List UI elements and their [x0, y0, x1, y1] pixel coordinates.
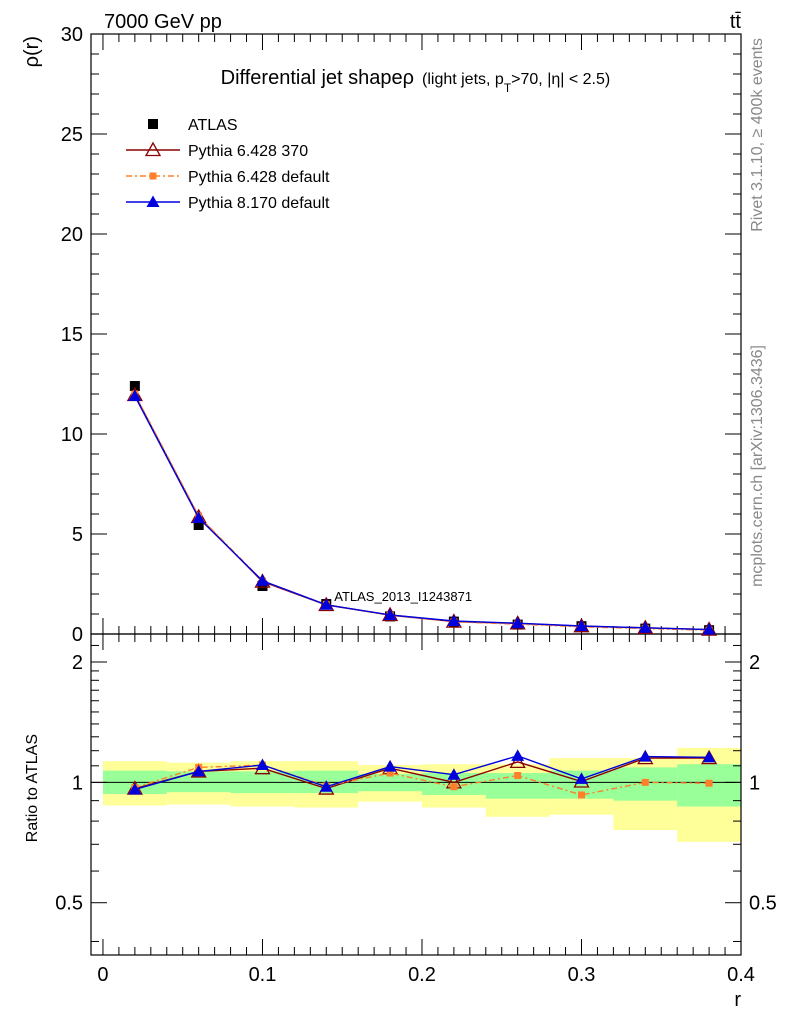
process-label: tt̄: [730, 11, 742, 33]
ratio-y-tick-label: 1: [72, 772, 83, 794]
ratio-y-tick-label-right: 1: [749, 772, 760, 794]
ratio-point-pythia-8-170-default: [128, 782, 142, 795]
x-tick-label: 0.1: [249, 964, 277, 986]
ratio-point-pythia-6-428-default: [514, 772, 522, 780]
title-detail-sub: T: [504, 81, 512, 95]
ratio-point-pythia-6-428-default: [641, 778, 649, 786]
legend-label-pythia-6-428-370: Pythia 6.428 370: [188, 143, 308, 160]
title-detail-pre: (light jets, p: [422, 71, 504, 88]
x-tick-label: 0: [97, 964, 108, 986]
main-y-axis-label: ρ(r): [21, 36, 43, 67]
chart-title: Differential jet shapeρ (light jets, pT>…: [221, 67, 611, 95]
main-point-pythia-8-170-default: [192, 511, 206, 523]
energy-label: 7000 GeV pp: [104, 11, 222, 33]
chart-legend: ATLAS Pythia 6.428 370 Pythia 6.428 defaul…: [126, 117, 330, 212]
ratio-panel-frame: [90, 633, 742, 956]
ratio-point-pythia-8-170-default: [638, 750, 652, 762]
main-point-pythia-8-170-default: [128, 389, 142, 401]
main-point-atlas: [193, 520, 204, 530]
main-point-pythia-8-170-default: [255, 574, 269, 586]
main-point-pythia-8-170-default: [447, 614, 461, 626]
ratio-y-tick-label: 0.5: [55, 893, 83, 915]
axis-ticks: [91, 33, 742, 955]
main-point-pythia-8-170-default: [511, 616, 525, 629]
mcplots-source-label: mcplots.cern.ch [arXiv:1306.3436]: [749, 345, 766, 587]
ratio-point-pythia-8-170-default: [511, 749, 525, 761]
main-y-tick-label: 20: [61, 224, 83, 246]
main-point-pythia-8-170-default: [574, 619, 588, 631]
main-y-tick-label: 10: [61, 424, 83, 446]
axis-tick-labels: 0 5 10 15 20 25 30 0 0.1 0.2 0.3 0.4 0.5 0.5 1 1 2 2: [55, 24, 777, 986]
main-point-atlas: [257, 581, 268, 591]
ratio-point-pythia-6-428-default: [450, 783, 458, 791]
ratio-y-tick-label-right: 0.5: [749, 893, 777, 915]
legend-label-atlas: ATLAS: [188, 117, 238, 134]
ratio-point-pythia-8-170-default: [319, 780, 333, 792]
main-line-pythia-8-170-default: [134, 395, 710, 631]
legend-label-pythia-8-170-default: Pythia 8.170 default: [188, 195, 330, 212]
main-point-atlas: [129, 381, 140, 391]
main-point-pythia-8-170-default: [383, 608, 397, 620]
ratio-point-pythia-8-170-default: [255, 758, 269, 771]
legend-label-pythia-6-428-default: Pythia 6.428 default: [188, 169, 330, 186]
title-detail-post: >70, |η| < 2.5): [511, 71, 610, 88]
ratio-point-pythia-6-428-default: [386, 769, 394, 777]
x-axis-label: r: [734, 989, 741, 1011]
main-point-pythia-8-170-default: [638, 621, 652, 633]
ratio-point-pythia-8-170-default: [447, 768, 461, 780]
legend-marker-atlas: [148, 119, 158, 129]
legend-marker-pythia-8-170-default: [146, 195, 160, 207]
ratio-point-pythia-6-428-default: [577, 791, 585, 799]
analysis-watermark: ATLAS_2013_I1243871: [334, 589, 472, 604]
main-y-tick-label: 25: [61, 124, 83, 146]
main-point-pythia-8-170-default: [319, 598, 333, 610]
x-tick-label: 0.3: [568, 964, 596, 986]
ratio-point-pythia-8-170-default: [574, 772, 588, 784]
rivet-version-label: Rivet 3.1.10, ≥ 400k events: [749, 38, 766, 232]
main-y-tick-label: 15: [61, 324, 83, 346]
chart-title-detail: (light jets, pT>70, |η| < 2.5): [422, 71, 610, 95]
ratio-y-tick-label: 2: [72, 652, 83, 674]
ratio-panel-series: [126, 749, 718, 799]
ratio-line-pythia-8-170-default: [134, 755, 710, 791]
chart-title-main: Differential jet shapeρ: [221, 67, 414, 89]
ratio-y-axis-label: Ratio to ATLAS: [24, 734, 41, 842]
ratio-point-pythia-8-170-default: [702, 750, 716, 763]
x-tick-label: 0.2: [408, 964, 436, 986]
ratio-y-tick-label-right: 2: [749, 652, 760, 674]
main-y-tick-label: 5: [72, 524, 83, 546]
main-point-pythia-8-170-default: [702, 623, 716, 635]
ratio-line-pythia-6-428-default: [134, 764, 710, 796]
ratio-point-pythia-8-170-default: [383, 760, 397, 772]
legend-marker-pythia-6-428-370: [144, 141, 162, 157]
main-panel-series: [126, 381, 718, 636]
x-tick-label: 0.4: [727, 964, 755, 986]
ratio-line-pythia-6-428-370: [134, 757, 710, 790]
main-y-tick-label: 0: [72, 624, 83, 646]
ratio-point-pythia-8-170-default: [192, 764, 206, 777]
main-y-tick-label: 30: [61, 24, 83, 46]
ratio-point-pythia-6-428-370: [509, 753, 526, 769]
ratio-point-pythia-6-428-default: [705, 779, 713, 787]
legend-marker-pythia-6-428-default: [149, 172, 157, 180]
ratio-uncertainty-bands: [102, 747, 741, 842]
